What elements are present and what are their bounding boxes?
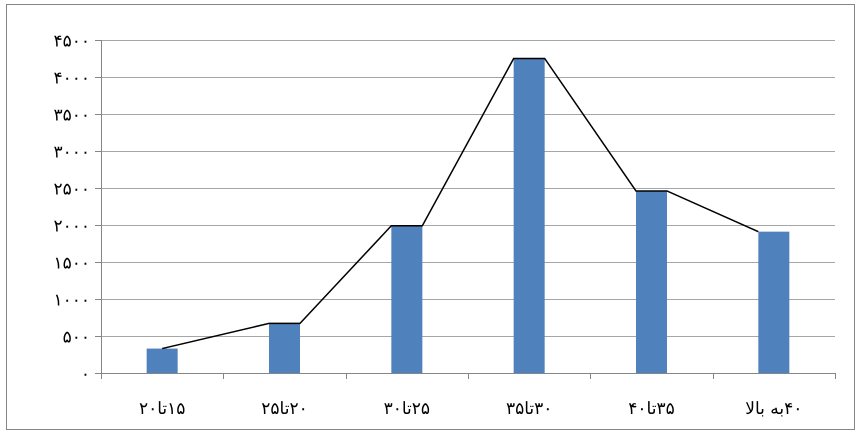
bar	[636, 190, 667, 373]
y-tick-label: ۳۵۰۰	[53, 106, 90, 126]
y-tick-label: ۲۵۰۰	[53, 180, 90, 200]
y-tick-label: ۳۰۰۰	[53, 143, 90, 163]
chart-border	[6, 4, 855, 430]
gridlines	[101, 40, 835, 337]
y-tick-label: ۲۰۰۰	[53, 217, 90, 237]
x-tick-label: ۴۰به بالا	[745, 399, 802, 419]
x-tick-labels: ۱۵تا۲۰ ۲۰تا۲۵ ۲۵تا۳۰ ۳۰تا۳۵ ۳۵تا۴۰ ۴۰به بالا	[139, 399, 802, 419]
y-tick-label: ۵۰۰	[63, 328, 90, 348]
x-tick-label: ۳۰تا۳۵	[506, 399, 552, 419]
trend-line-path	[161, 57, 759, 350]
bar	[269, 323, 300, 373]
y-tick-label: ۴۵۰۰	[53, 32, 90, 52]
bar	[391, 225, 423, 373]
bar	[513, 58, 545, 373]
y-tick-label: ۰	[81, 365, 90, 385]
bars	[146, 58, 790, 373]
x-tick-label: ۲۵تا۳۰	[384, 399, 430, 419]
axes	[95, 40, 836, 379]
y-tick-labels: ۰ ۵۰۰ ۱۰۰۰ ۱۵۰۰ ۲۰۰۰ ۲۵۰۰ ۳۰۰۰ ۳۵۰۰ ۴۰۰۰ ۴۵۰۰	[53, 32, 90, 385]
bar	[146, 348, 178, 373]
trend-line	[161, 57, 759, 350]
x-tick-label: ۲۰تا۲۵	[261, 399, 307, 419]
y-tick-label: ۱۰۰۰	[53, 291, 90, 311]
bar	[758, 231, 790, 373]
x-tick-label: ۳۵تا۴۰	[628, 399, 674, 419]
y-tick-label: ۱۵۰۰	[53, 254, 90, 274]
x-tick-label: ۱۵تا۲۰	[139, 399, 185, 419]
y-tick-label: ۴۰۰۰	[53, 69, 90, 89]
